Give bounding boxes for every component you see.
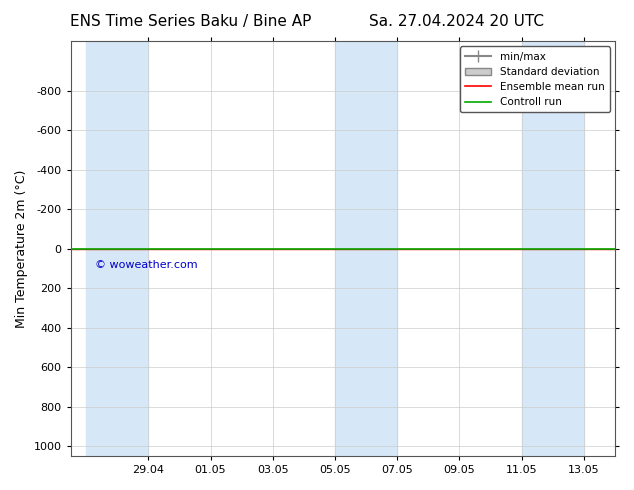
Legend: min/max, Standard deviation, Ensemble mean run, Controll run: min/max, Standard deviation, Ensemble me… (460, 47, 610, 113)
Text: ENS Time Series Baku / Bine AP: ENS Time Series Baku / Bine AP (70, 14, 311, 29)
Bar (335, 41, 397, 456)
Bar (86, 41, 148, 456)
Text: © woweather.com: © woweather.com (96, 261, 198, 270)
Bar (522, 41, 584, 456)
Text: Sa. 27.04.2024 20 UTC: Sa. 27.04.2024 20 UTC (369, 14, 544, 29)
Y-axis label: Min Temperature 2m (°C): Min Temperature 2m (°C) (15, 170, 28, 328)
